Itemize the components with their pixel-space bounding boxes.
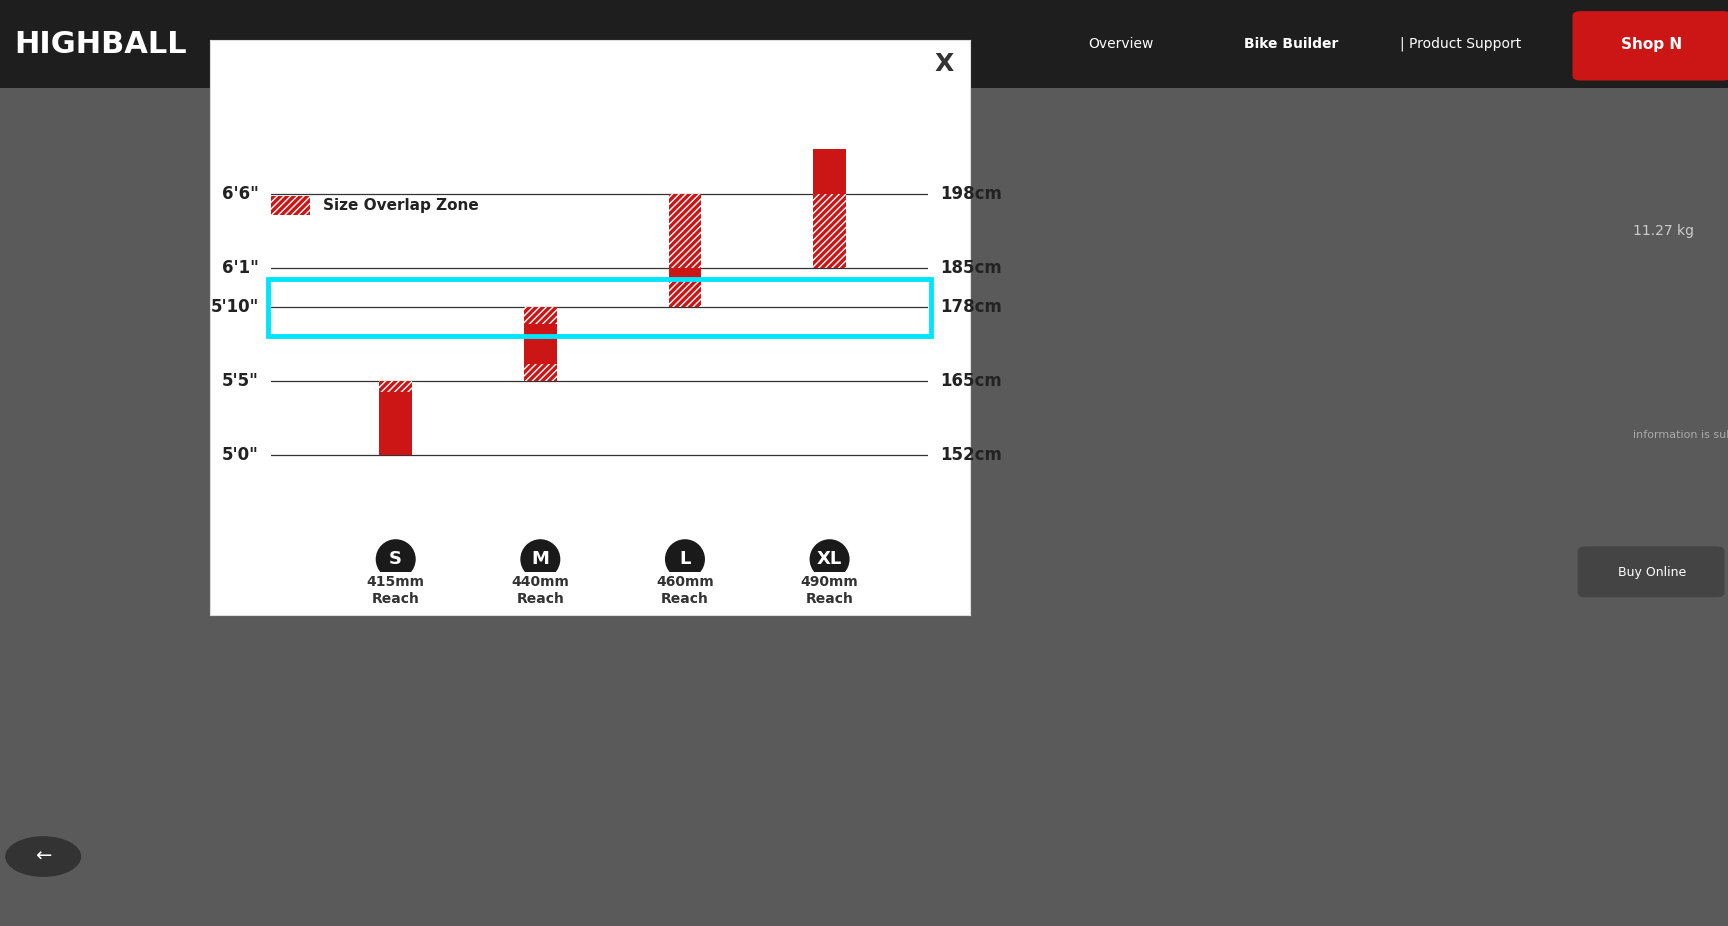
Bar [814, 149, 847, 268]
Text: 5'0": 5'0" [223, 445, 259, 464]
Text: M: M [532, 550, 550, 569]
Circle shape [5, 836, 81, 877]
Text: HIGHBALL: HIGHBALL [14, 30, 187, 59]
FancyBboxPatch shape [1578, 546, 1725, 597]
Bar [378, 381, 413, 393]
Circle shape [520, 539, 560, 580]
Text: Shop N: Shop N [1621, 37, 1683, 52]
Bar [271, 195, 311, 216]
Bar [669, 279, 702, 307]
Text: 198cm: 198cm [940, 185, 1002, 203]
Circle shape [665, 539, 705, 580]
Text: XL: XL [817, 550, 842, 569]
Text: 165cm: 165cm [940, 372, 1002, 390]
Bar [524, 307, 556, 381]
Bar [268, 279, 931, 336]
Bar [669, 194, 702, 268]
Text: | Product Support: | Product Support [1400, 36, 1521, 51]
Bar [0, 0, 1728, 88]
Bar [524, 364, 556, 381]
Text: 460mm
Reach: 460mm Reach [657, 575, 714, 606]
Text: Overview: Overview [1089, 36, 1154, 51]
Text: 11.27 kg: 11.27 kg [1633, 224, 1693, 239]
Text: Bike Builder: Bike Builder [1244, 36, 1339, 51]
Text: 415mm
Reach: 415mm Reach [366, 575, 425, 606]
Text: L: L [679, 550, 691, 569]
Text: 6'6": 6'6" [223, 185, 259, 203]
Bar [814, 194, 847, 268]
Circle shape [375, 539, 416, 580]
Text: ←: ← [35, 847, 52, 866]
Text: 185cm: 185cm [940, 258, 1002, 277]
Text: information is subject to c: information is subject to c [1633, 431, 1728, 440]
FancyBboxPatch shape [1572, 11, 1728, 81]
Text: 440mm
Reach: 440mm Reach [511, 575, 569, 606]
Text: Size Overlap Zone: Size Overlap Zone [323, 198, 479, 213]
Text: 152cm: 152cm [940, 445, 1002, 464]
Text: 178cm: 178cm [940, 298, 1002, 317]
Text: 5'5": 5'5" [223, 372, 259, 390]
Text: X: X [935, 52, 954, 76]
Text: 6'1": 6'1" [223, 258, 259, 277]
Text: S: S [389, 550, 403, 569]
Text: Buy Online: Buy Online [1617, 566, 1687, 579]
Circle shape [810, 539, 850, 580]
Text: 5'10": 5'10" [211, 298, 259, 317]
Text: 490mm
Reach: 490mm Reach [800, 575, 859, 606]
Bar [378, 381, 413, 455]
Bar [669, 194, 702, 307]
Bar [524, 307, 556, 324]
